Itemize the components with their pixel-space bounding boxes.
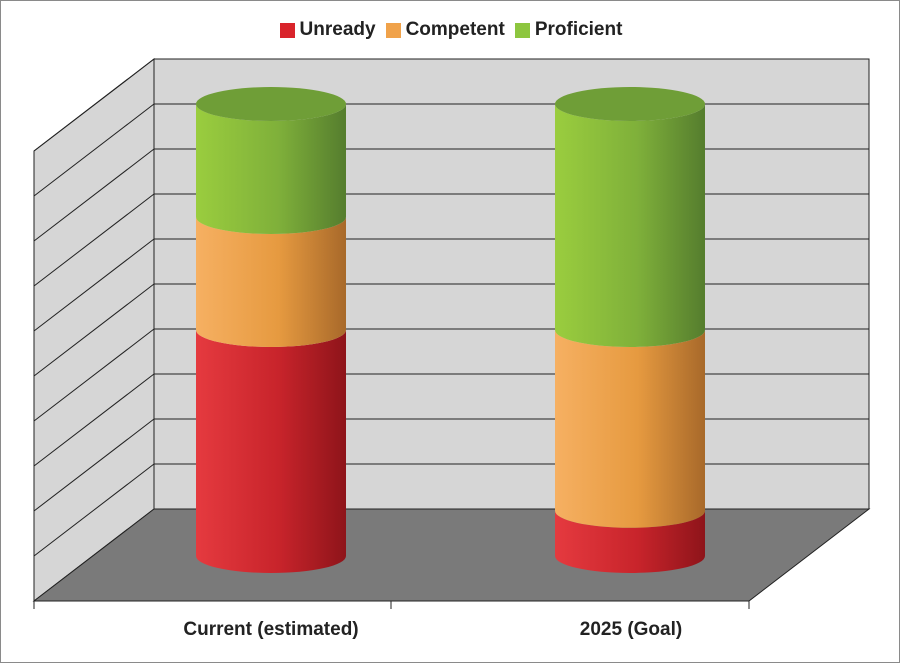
legend-swatch-unready — [279, 22, 295, 38]
category-label-current: Current (estimated) — [183, 619, 358, 640]
cylinder-goal — [555, 87, 705, 573]
segment-unready — [555, 510, 705, 573]
cylinders — [196, 87, 705, 573]
segment-competent — [196, 217, 346, 347]
segment-competent — [555, 330, 705, 528]
legend: Unready Competent Proficient — [1, 19, 900, 41]
category-label-goal: 2025 (Goal) — [580, 619, 682, 640]
segment-unready — [196, 330, 346, 573]
legend-label-proficient: Proficient — [534, 19, 623, 40]
cylinder-current — [196, 87, 346, 573]
legend-item-unready: Unready — [279, 19, 376, 41]
cylinder-top-cap — [196, 87, 346, 121]
segment-proficient — [196, 104, 346, 234]
segment-proficient — [555, 104, 705, 347]
legend-label-competent: Competent — [405, 19, 505, 40]
legend-label-unready: Unready — [299, 19, 376, 40]
legend-item-proficient: Proficient — [514, 19, 623, 41]
gridline — [33, 58, 869, 152]
cylinder-top-cap — [555, 87, 705, 121]
floor — [32, 508, 871, 602]
legend-item-competent: Competent — [385, 19, 505, 41]
legend-swatch-competent — [385, 22, 401, 38]
legend-swatch-proficient — [514, 22, 530, 38]
